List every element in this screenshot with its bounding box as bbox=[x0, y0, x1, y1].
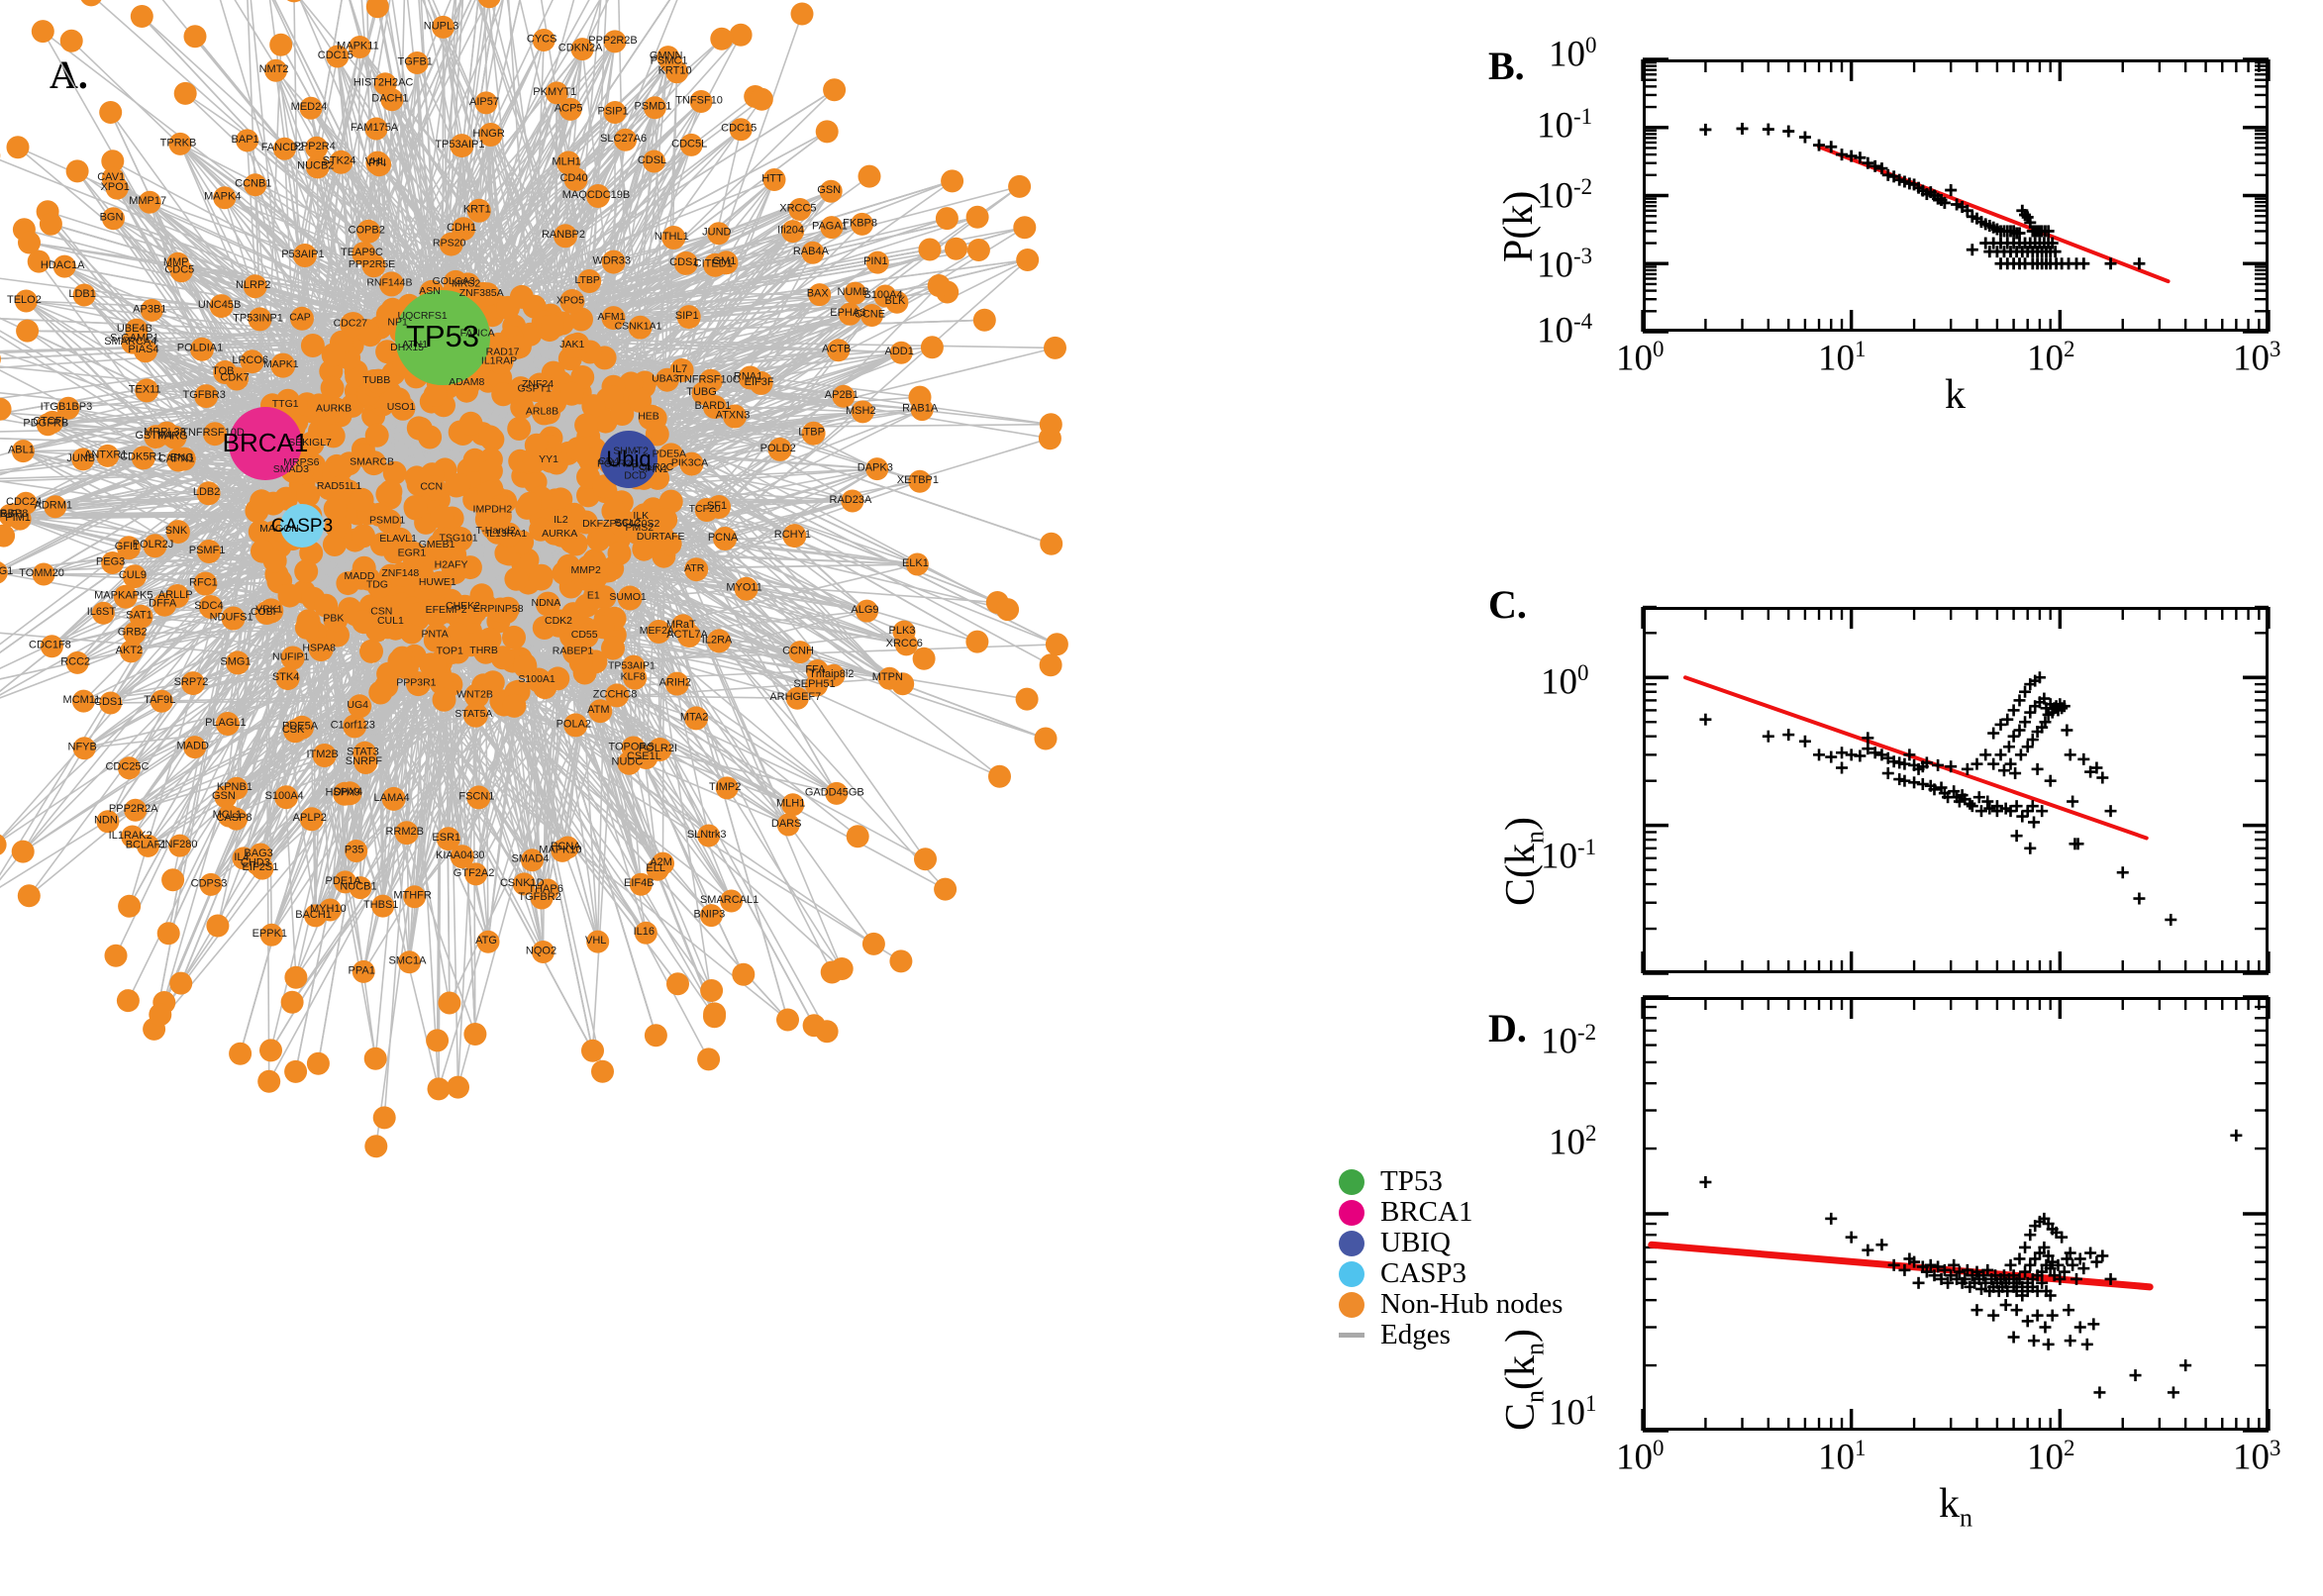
x-tick-b-0: 100 bbox=[1616, 337, 1665, 379]
x-axis-label-d: kn bbox=[1939, 1481, 1973, 1533]
y-axis-label-b: P(k) bbox=[1496, 190, 1542, 262]
legend-swatch-edges bbox=[1339, 1333, 1364, 1338]
legend-label: Non-Hub nodes bbox=[1380, 1288, 1564, 1320]
x-tick-d-2: 102 bbox=[2027, 1436, 2075, 1478]
network-graph[interactable]: ARL8BTAF9LGSNALG9MAGOHSMC1ADHX15TP53AIP1… bbox=[0, 0, 1465, 1596]
plot-panel-c: C. 100 10-1 C(kn) bbox=[1465, 569, 2323, 985]
network-legend: TP53 BRCA1 UBIQ CASP3 Non-Hub nodes Edge… bbox=[1339, 1166, 1563, 1350]
x-tick-d-0: 100 bbox=[1616, 1436, 1665, 1478]
y-tick-d-2: 101 bbox=[1549, 1391, 1597, 1434]
y-tick-b-1: 10-1 bbox=[1537, 104, 1593, 147]
legend-swatch-nonhub bbox=[1339, 1291, 1364, 1318]
legend-item: TP53 bbox=[1339, 1166, 1563, 1197]
y-tick-b-3: 10-3 bbox=[1537, 244, 1593, 286]
y-tick-b-2: 10-2 bbox=[1537, 174, 1593, 217]
legend-item: BRCA1 bbox=[1339, 1197, 1563, 1228]
legend-item: UBIQ bbox=[1339, 1228, 1563, 1258]
legend-label: CASP3 bbox=[1380, 1257, 1467, 1289]
nearest-neighbour-degree-plot bbox=[1641, 995, 2271, 1433]
y-tick-b-0: 100 bbox=[1549, 33, 1597, 75]
plot-panel-d: D. 10-2 102 101 100 101 102 103 kn Cn(kn… bbox=[1465, 975, 2323, 1589]
panel-letter-b: B. bbox=[1488, 44, 1525, 88]
x-tick-b-2: 102 bbox=[2027, 337, 2075, 379]
panel-letter-c: C. bbox=[1488, 582, 1527, 627]
y-tick-d-1: 102 bbox=[1549, 1121, 1597, 1163]
legend-label: Edges bbox=[1380, 1319, 1451, 1350]
network-panel: A. ARL8B TAF9L GSN ALG9 MAGOH SMC1A DHX15 TP53A… bbox=[0, 0, 1465, 1596]
x-axis-label-b: k bbox=[1945, 372, 1966, 418]
degree-distribution-plot bbox=[1641, 57, 2271, 334]
legend-label: TP53 bbox=[1380, 1165, 1443, 1197]
y-tick-c-1: 10-1 bbox=[1541, 835, 1597, 877]
x-tick-b-1: 101 bbox=[1818, 337, 1867, 379]
plot-panel-b: B. 100 10-1 10-2 10-3 10-4 100 101 102 1… bbox=[1465, 20, 2323, 418]
x-tick-d-1: 101 bbox=[1818, 1436, 1867, 1478]
y-axis-label-c: C(kn) bbox=[1498, 816, 1550, 906]
clustering-coefficient-plot bbox=[1641, 605, 2271, 975]
legend-swatch-casp3 bbox=[1339, 1260, 1364, 1287]
y-tick-c-0: 100 bbox=[1541, 660, 1589, 703]
x-tick-d-3: 103 bbox=[2233, 1436, 2281, 1478]
legend-swatch-ubiq bbox=[1339, 1230, 1364, 1256]
y-tick-d-0: 10-2 bbox=[1541, 1020, 1597, 1062]
legend-item: CASP3 bbox=[1339, 1258, 1563, 1289]
legend-label: BRCA1 bbox=[1380, 1196, 1473, 1228]
legend-swatch-tp53 bbox=[1339, 1168, 1364, 1195]
legend-swatch-brca1 bbox=[1339, 1199, 1364, 1226]
legend-label: UBIQ bbox=[1380, 1227, 1451, 1258]
panel-letter-a: A. bbox=[50, 52, 88, 97]
y-axis-label-d: Cn(kn) bbox=[1498, 1328, 1550, 1431]
legend-item: Non-Hub nodes bbox=[1339, 1289, 1563, 1320]
legend-item: Edges bbox=[1339, 1320, 1563, 1350]
panel-letter-d: D. bbox=[1488, 1006, 1527, 1050]
x-tick-b-3: 103 bbox=[2233, 337, 2281, 379]
y-tick-b-4: 10-4 bbox=[1537, 309, 1593, 351]
